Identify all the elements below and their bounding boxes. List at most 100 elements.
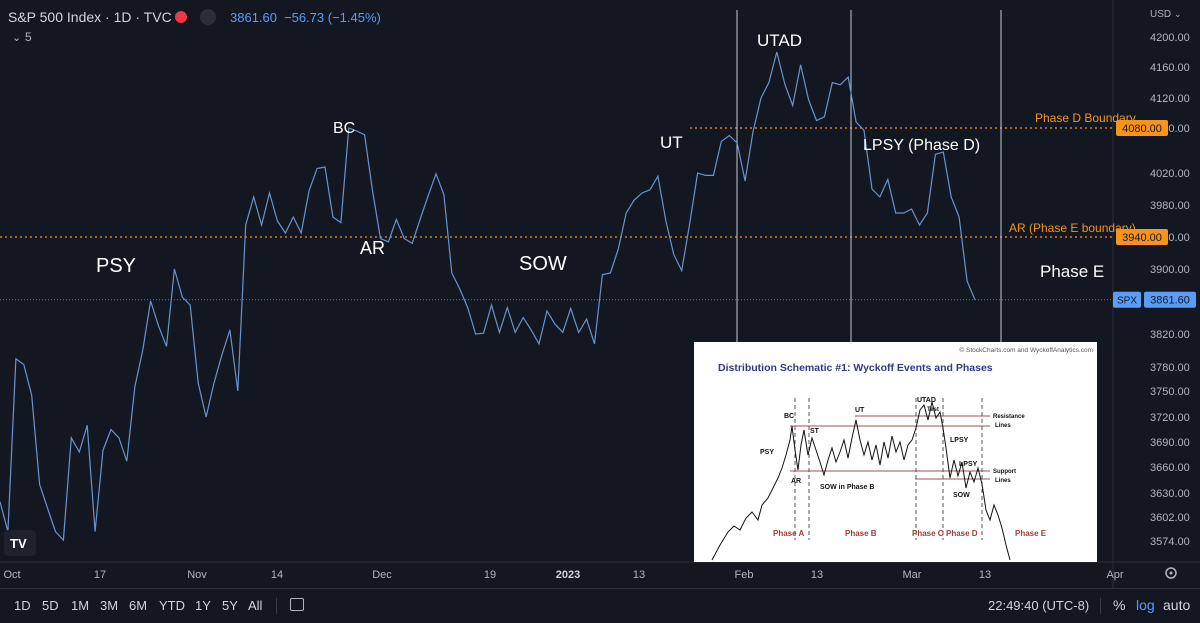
- clock[interactable]: 22:49:40 (UTC-8): [988, 598, 1090, 613]
- tradingview-logo[interactable]: TV: [4, 530, 36, 556]
- annotation-utad: UTAD: [757, 31, 802, 50]
- time-axis[interactable]: Oct 17 Nov 14 Dec 19 2023 13 Feb 13 Mar 13 Apr: [3, 569, 1123, 581]
- level-label-ar: AR (Phase E boundary): [1009, 221, 1136, 235]
- x-tick-label: 19: [484, 569, 496, 581]
- annotation-sow: SOW: [519, 253, 567, 275]
- last-price: 3861.60: [230, 10, 277, 25]
- x-tick-label: Feb: [735, 569, 754, 581]
- timeframe-1m[interactable]: 1M: [71, 598, 90, 613]
- log-toggle[interactable]: log: [1136, 597, 1155, 613]
- level-price-tag: [1116, 229, 1168, 245]
- y-tick-label: 3980.00: [1150, 200, 1190, 212]
- symbol-tag-text: SPX: [1117, 296, 1137, 307]
- market-status-dot: [175, 11, 187, 23]
- eye-icon[interactable]: [200, 9, 216, 25]
- timeframe-all[interactable]: All: [248, 598, 263, 613]
- inset-resistance-label: Resistance: [993, 414, 1025, 420]
- inset-label-test: Test: [927, 407, 939, 413]
- x-tick-label: 13: [811, 569, 823, 581]
- y-tick-label: 4200.00: [1150, 32, 1190, 44]
- inset-label-sow-b: SOW in Phase B: [820, 484, 874, 491]
- inset-resistance-label-2: Lines: [995, 423, 1011, 429]
- toolbar-divider: [276, 598, 277, 614]
- x-tick-label: Mar: [903, 569, 922, 581]
- x-tick-label: Dec: [372, 569, 392, 581]
- wyckoff-schematic-inset: © StockCharts.com and WyckoffAnalytics.c…: [694, 342, 1097, 562]
- inset-label-ut: UT: [855, 407, 865, 414]
- inset-phase-e: Phase E: [1015, 529, 1047, 538]
- x-tick-label: Oct: [3, 569, 20, 581]
- annotation-phase-e: Phase E: [1040, 262, 1104, 281]
- inset-support-label: Support: [993, 469, 1016, 475]
- inset-phase-c: Phase C: [912, 529, 944, 538]
- timeframe-5d[interactable]: 5D: [42, 598, 59, 613]
- annotation-lpsy: LPSY (Phase D): [863, 137, 980, 154]
- timeframe-3m[interactable]: 3M: [100, 598, 119, 613]
- annotation-psy: PSY: [96, 255, 136, 277]
- symbol-title[interactable]: S&P 500 Index · 1D · TVC: [8, 9, 172, 25]
- inset-label-ar: AR: [791, 478, 801, 485]
- date-range-calendar-icon[interactable]: [290, 598, 304, 611]
- chevron-down-icon[interactable]: ⌄: [12, 32, 21, 44]
- inset-credit: © StockCharts.com and WyckoffAnalytics.c…: [959, 346, 1093, 354]
- y-tick-label: 3820.00: [1150, 329, 1190, 341]
- y-tick-label: 3660.00: [1150, 462, 1190, 474]
- indicator-count[interactable]: 5: [25, 30, 32, 44]
- level-price-tag-text: 3940.00: [1122, 232, 1162, 244]
- last-price-tag-text: 3861.60: [1150, 295, 1190, 307]
- phase-separator-lines: [736, 10, 1002, 342]
- price-tags: 4080.00 3940.00 SPX 3861.60: [1113, 120, 1196, 308]
- y-tick-label: 3900.00: [1150, 264, 1190, 276]
- currency-label[interactable]: USD: [1150, 9, 1171, 20]
- y-tick-label: 4120.00: [1150, 93, 1190, 105]
- inset-label-utad: UTAD: [917, 397, 936, 404]
- inset-support-label-2: Lines: [995, 478, 1011, 484]
- inset-label-lpsy-2: LPSY: [959, 461, 978, 468]
- symbol-tag: [1113, 291, 1141, 308]
- x-tick-label: 13: [979, 569, 991, 581]
- toolbar-divider: [1100, 598, 1101, 614]
- timeframe-5y[interactable]: 5Y: [222, 598, 238, 613]
- currency-chevron-icon[interactable]: ⌄: [1174, 9, 1182, 19]
- y-tick-label: 3750.00: [1150, 386, 1190, 398]
- y-tick-label: 3720.00: [1150, 412, 1190, 424]
- annotation-ar: AR: [360, 238, 385, 258]
- horizontal-levels: [0, 127, 1112, 301]
- gear-icon[interactable]: [1165, 567, 1177, 579]
- timeframe-6m[interactable]: 6M: [129, 598, 148, 613]
- x-tick-label: 13: [633, 569, 645, 581]
- level-price-tag-text: 4080.00: [1122, 123, 1162, 135]
- inset-label-lpsy: LPSY: [950, 437, 969, 444]
- x-tick-label: 14: [271, 569, 283, 581]
- svg-text:TV: TV: [10, 536, 27, 551]
- level-label-phase-d: Phase D Boundary: [1035, 111, 1136, 125]
- inset-label-sow: SOW: [953, 492, 970, 499]
- x-tick-label: 17: [94, 569, 106, 581]
- timeframe-1d[interactable]: 1D: [14, 598, 31, 613]
- inset-phase-a: Phase A: [773, 529, 804, 538]
- timeframe-1y[interactable]: 1Y: [195, 598, 211, 613]
- level-price-tag: [1116, 120, 1168, 136]
- inset-label-psy: PSY: [760, 449, 774, 456]
- x-tick-label: 2023: [556, 569, 580, 581]
- inset-phase-b: Phase B: [845, 529, 877, 538]
- y-tick-label: 3630.00: [1150, 488, 1190, 500]
- timeframe-ytd[interactable]: YTD: [159, 598, 185, 613]
- x-tick-label: Apr: [1106, 569, 1123, 581]
- y-tick-label: 3574.00: [1150, 536, 1190, 548]
- price-change: −56.73 (−1.45%): [284, 10, 381, 25]
- last-price-tag: [1144, 291, 1196, 308]
- bottom-toolbar: 1D 5D 1M 3M 6M YTD 1Y 5Y All 22:49:40 (U…: [0, 588, 1200, 623]
- y-tick-label: 3690.00: [1150, 437, 1190, 449]
- x-tick-label: Nov: [187, 569, 207, 581]
- auto-toggle[interactable]: auto: [1163, 597, 1191, 613]
- inset-price-path: [711, 401, 1011, 561]
- inset-title: Distribution Schematic #1: Wyckoff Event…: [718, 362, 993, 374]
- percent-toggle[interactable]: %: [1113, 597, 1126, 613]
- y-tick-label: 4160.00: [1150, 62, 1190, 74]
- inset-phase-d: Phase D: [946, 529, 978, 538]
- inset-label-st: ST: [810, 428, 820, 435]
- y-tick-label: 4020.00: [1150, 168, 1190, 180]
- y-tick-label: 3602.00: [1150, 512, 1190, 524]
